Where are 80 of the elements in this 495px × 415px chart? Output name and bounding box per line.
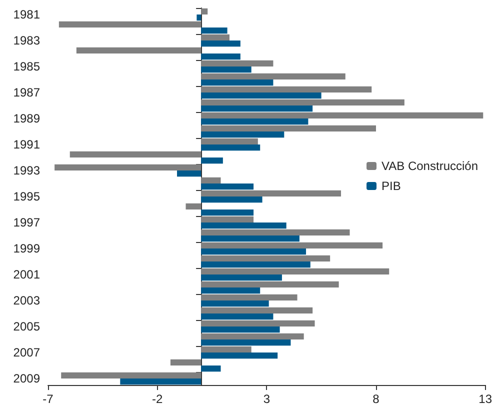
bar	[201, 333, 304, 340]
bar	[201, 66, 252, 73]
bar	[201, 177, 221, 184]
bar	[177, 170, 202, 177]
bar	[201, 54, 240, 60]
bar	[58, 21, 202, 28]
bar	[201, 229, 350, 236]
bar	[201, 255, 330, 262]
y-tick-label: 1985	[13, 60, 40, 74]
bar	[54, 164, 202, 170]
bar	[201, 216, 254, 222]
bar	[201, 158, 223, 164]
bar	[201, 144, 260, 151]
bar	[201, 60, 274, 66]
bar	[201, 222, 286, 229]
legend-label: PIB	[382, 179, 401, 193]
bar	[201, 320, 315, 326]
bar	[201, 80, 274, 86]
bar	[61, 372, 202, 378]
bar	[201, 242, 383, 248]
bar	[76, 47, 202, 54]
y-tick-label: 1999	[13, 242, 40, 256]
bar	[201, 86, 372, 92]
bar	[201, 300, 269, 307]
bar	[201, 210, 254, 216]
x-tick-label: 13	[478, 392, 492, 406]
bar	[201, 352, 278, 359]
bar	[201, 73, 346, 80]
bar	[186, 203, 202, 210]
bar	[201, 274, 282, 281]
y-tick-label: 1997	[13, 216, 40, 230]
bar	[201, 314, 274, 320]
bar	[201, 40, 240, 47]
bar	[201, 28, 228, 34]
bar	[201, 326, 280, 333]
y-tick-label: 2005	[13, 320, 40, 334]
bar	[201, 268, 390, 274]
bar	[120, 378, 202, 385]
y-tick-label: 1995	[13, 190, 40, 204]
y-tick-label: 1987	[13, 86, 40, 100]
bar	[201, 118, 308, 125]
bar	[196, 14, 202, 21]
bar	[201, 262, 310, 268]
y-tick-label: 1989	[13, 112, 40, 126]
x-tick-label: 8	[372, 392, 380, 406]
bar	[201, 281, 339, 288]
legend-label: VAB Construcción	[382, 159, 478, 173]
bar	[201, 346, 252, 352]
bar	[201, 125, 376, 132]
bar	[201, 366, 221, 372]
x-tick-label: -2	[152, 392, 163, 406]
y-tick-label: 2007	[13, 346, 40, 360]
bar	[201, 99, 404, 106]
bar	[201, 34, 230, 40]
bar	[201, 138, 258, 144]
y-tick-label: 1983	[13, 34, 40, 48]
y-tick-label: 2001	[13, 268, 40, 282]
x-tick-label: 3	[263, 392, 270, 406]
bar	[201, 132, 284, 138]
bar	[201, 307, 313, 314]
y-tick-label: 1993	[13, 164, 40, 178]
y-tick-label: 1981	[13, 8, 40, 22]
bar	[201, 236, 300, 242]
bar	[201, 8, 208, 14]
bar	[201, 248, 306, 255]
bar	[201, 190, 342, 196]
bar	[201, 340, 291, 346]
bar	[170, 359, 202, 366]
bar	[201, 294, 298, 300]
y-tick-label: 2003	[13, 294, 40, 308]
y-tick-label: 2009	[13, 372, 40, 386]
bar	[201, 106, 313, 112]
y-tick-label: 1991	[13, 138, 40, 152]
x-tick-label: -7	[42, 392, 54, 406]
bar	[201, 92, 322, 99]
bar	[201, 184, 254, 190]
bar	[201, 196, 262, 203]
bar	[201, 288, 260, 294]
bar	[70, 151, 202, 158]
bar	[201, 112, 484, 118]
